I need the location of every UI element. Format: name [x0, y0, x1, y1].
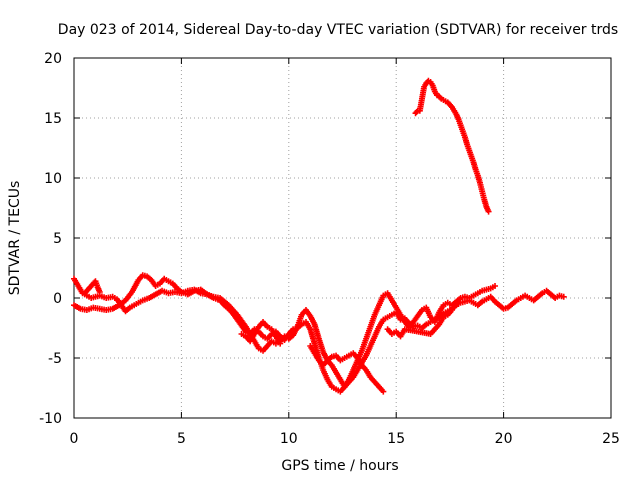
data-point — [449, 307, 456, 313]
data-point — [413, 109, 420, 115]
y-tick-label: 0 — [53, 291, 62, 307]
y-axis-label: SDTVAR / TECUs — [7, 181, 23, 296]
data-point — [485, 208, 492, 215]
data-point — [96, 289, 103, 295]
y-tick-label: -10 — [39, 411, 62, 427]
x-tick-labels: 0 5 10 15 20 25 — [70, 431, 620, 447]
x-tick-label: 0 — [70, 431, 79, 447]
y-tick-label: 15 — [44, 111, 62, 127]
y-tick-label: -5 — [48, 351, 62, 367]
data-point — [492, 283, 499, 289]
data-point — [277, 340, 284, 347]
chart-title: Day 023 of 2014, Sidereal Day-to-day VTE… — [58, 22, 618, 38]
series-trace-b — [71, 272, 499, 390]
series-trace-c — [81, 278, 456, 395]
x-tick-label: 25 — [602, 431, 620, 447]
x-axis-label: GPS time / hours — [281, 458, 398, 474]
data-series — [71, 77, 567, 395]
series-trace-d — [412, 77, 492, 215]
y-tick-label: 20 — [44, 51, 62, 67]
axis-ticks — [73, 57, 612, 419]
x-tick-label: 10 — [280, 431, 298, 447]
x-tick-label: 15 — [387, 431, 405, 447]
x-tick-label: 20 — [495, 431, 513, 447]
data-point — [560, 293, 567, 300]
y-tick-labels: -10 -5 0 5 10 15 20 — [39, 51, 62, 427]
data-point — [380, 388, 387, 395]
y-tick-label: 5 — [53, 231, 62, 247]
y-tick-label: 10 — [44, 171, 62, 187]
grid-lines — [74, 58, 611, 418]
x-tick-label: 5 — [177, 431, 186, 447]
